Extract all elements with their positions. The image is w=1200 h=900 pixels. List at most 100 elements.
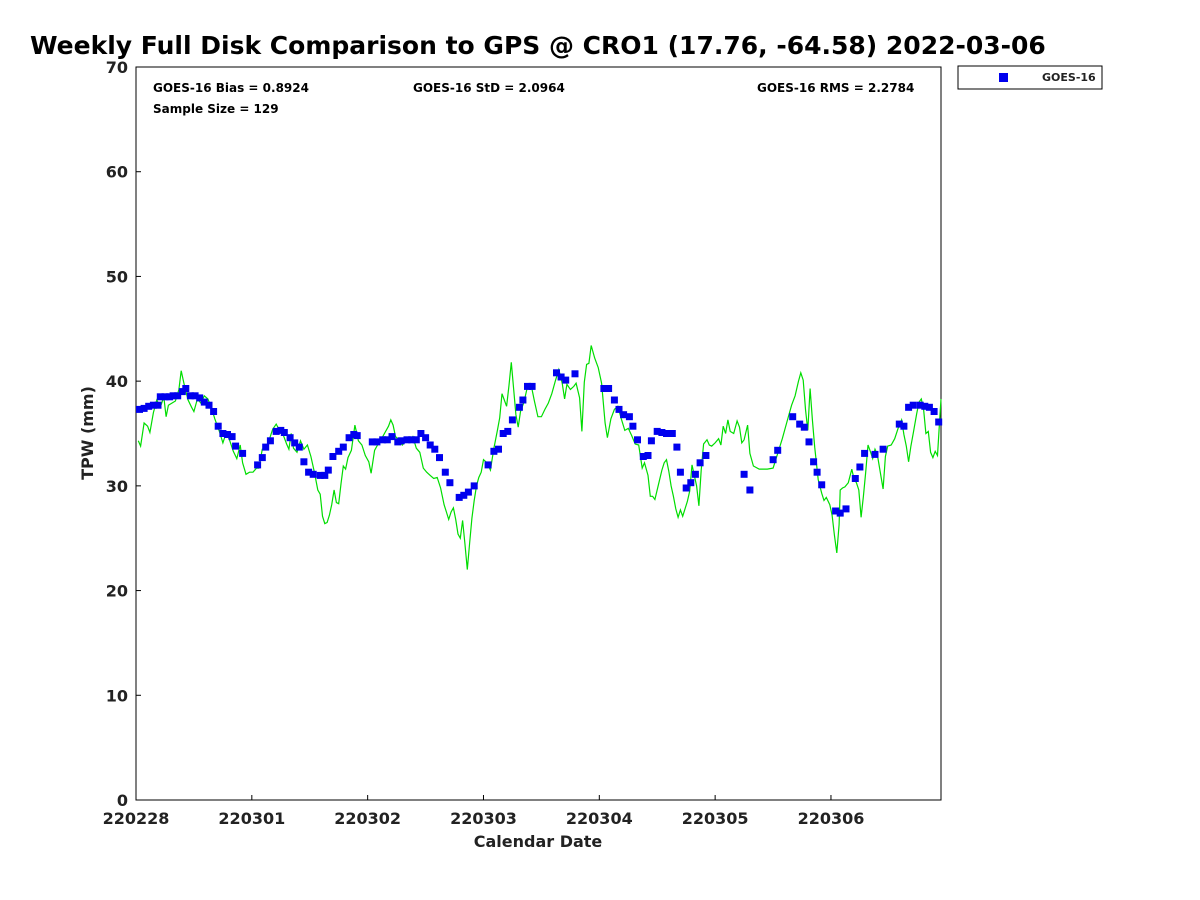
y-axis: 0 10 20 30 40 50 60 70 bbox=[106, 58, 141, 810]
goes16-point bbox=[417, 430, 425, 437]
goes16-point bbox=[397, 437, 405, 445]
gps-tpw-line bbox=[137, 345, 942, 570]
goes16-point bbox=[639, 453, 647, 460]
goes16-point bbox=[169, 392, 177, 400]
y-tick-label: 40 bbox=[106, 372, 128, 391]
goes16-point bbox=[219, 430, 227, 437]
goes16-point bbox=[879, 445, 887, 453]
goes16-point bbox=[528, 382, 536, 390]
goes16-point bbox=[647, 437, 655, 445]
goes16-point bbox=[436, 454, 443, 462]
goes16-point bbox=[149, 401, 157, 409]
goes16-point bbox=[682, 484, 690, 492]
goes16-point bbox=[280, 429, 288, 436]
goes16-point bbox=[388, 433, 396, 441]
goes16-point bbox=[634, 436, 641, 444]
goes16-point bbox=[484, 461, 492, 469]
goes16-point bbox=[769, 456, 777, 464]
goes16-point bbox=[562, 376, 570, 384]
goes16-point bbox=[519, 396, 527, 404]
goes16-point bbox=[515, 403, 523, 411]
goes16-point bbox=[842, 505, 850, 513]
std-stat: GOES-16 StD = 2.0964 bbox=[413, 81, 565, 95]
goes16-point bbox=[136, 405, 143, 413]
goes16-point bbox=[379, 436, 387, 444]
x-tick-label: 220303 bbox=[450, 809, 517, 828]
goes16-point bbox=[895, 420, 903, 428]
goes16-point bbox=[676, 468, 684, 476]
series-layer bbox=[136, 345, 943, 570]
goes16-point bbox=[935, 418, 943, 426]
goes16-point bbox=[571, 370, 579, 378]
goes16-point bbox=[291, 439, 299, 447]
goes16-point bbox=[239, 449, 247, 457]
goes16-point bbox=[696, 459, 704, 467]
x-axis-label: Calendar Date bbox=[474, 832, 603, 851]
goes16-point bbox=[774, 446, 782, 454]
goes16-point bbox=[930, 408, 938, 415]
goes16-point bbox=[426, 441, 434, 449]
goes16-point bbox=[810, 458, 818, 466]
y-tick-label: 60 bbox=[106, 163, 128, 182]
goes16-point bbox=[909, 401, 917, 409]
y-tick-label: 20 bbox=[106, 582, 128, 601]
goes16-point bbox=[182, 385, 190, 392]
y-axis-label: TPW (mm) bbox=[78, 386, 97, 480]
goes16-point bbox=[266, 437, 274, 445]
y-tick-label: 10 bbox=[106, 686, 128, 705]
x-tick-label: 220306 bbox=[798, 809, 865, 828]
goes16-point bbox=[615, 405, 623, 413]
goes16-point bbox=[673, 443, 681, 451]
goes16-point bbox=[836, 509, 844, 517]
goes16-point bbox=[610, 396, 618, 404]
goes16-point bbox=[905, 403, 913, 411]
goes16-point bbox=[605, 385, 613, 392]
goes16-point bbox=[796, 420, 804, 428]
goes16-point bbox=[851, 475, 859, 482]
goes16-point bbox=[191, 392, 199, 400]
y-tick-label: 30 bbox=[106, 477, 128, 496]
goes16-point bbox=[495, 445, 502, 453]
legend-swatch-goes16 bbox=[999, 73, 1008, 82]
goes16-point bbox=[383, 436, 391, 444]
goes16-point bbox=[813, 468, 821, 476]
goes16-point bbox=[324, 466, 332, 474]
y-tick-label: 50 bbox=[106, 267, 128, 286]
goes16-point bbox=[403, 436, 411, 444]
plot-area bbox=[135, 66, 942, 801]
goes16-point bbox=[345, 434, 353, 442]
legend: GOES-16 bbox=[957, 65, 1103, 90]
goes16-point bbox=[818, 481, 826, 489]
goes16-point bbox=[663, 430, 670, 437]
goes16-point bbox=[900, 422, 908, 430]
goes16-point bbox=[921, 402, 929, 410]
goes16-point bbox=[557, 373, 565, 381]
goes16-point bbox=[186, 392, 194, 400]
goes16-point bbox=[925, 403, 933, 411]
goes16-point bbox=[871, 450, 879, 458]
goes16-point bbox=[625, 413, 633, 421]
x-tick-label: 220228 bbox=[103, 809, 170, 828]
goes16-point bbox=[499, 430, 507, 437]
bias-stat: GOES-16 Bias = 0.8924 bbox=[153, 81, 309, 95]
x-tick-label: 220304 bbox=[566, 809, 633, 828]
goes16-point bbox=[668, 430, 676, 437]
rms-stat: GOES-16 RMS = 2.2784 bbox=[757, 81, 914, 95]
goes16-point bbox=[441, 468, 449, 476]
goes16-point bbox=[254, 461, 262, 469]
goes16-point bbox=[658, 429, 666, 436]
goes16-point bbox=[316, 471, 324, 479]
goes16-point bbox=[145, 402, 153, 410]
goes16-point bbox=[272, 427, 280, 435]
goes16-point bbox=[154, 401, 162, 409]
goes16-point bbox=[470, 482, 478, 490]
goes16-point bbox=[620, 411, 628, 419]
goes16-point bbox=[339, 443, 347, 451]
goes16-point bbox=[232, 442, 240, 450]
x-tick-label: 220302 bbox=[334, 809, 401, 828]
goes16-point bbox=[856, 463, 864, 471]
goes16-point bbox=[214, 422, 222, 430]
x-tick-label: 220305 bbox=[682, 809, 749, 828]
chart-title: Weekly Full Disk Comparison to GPS @ CRO… bbox=[30, 31, 1046, 60]
